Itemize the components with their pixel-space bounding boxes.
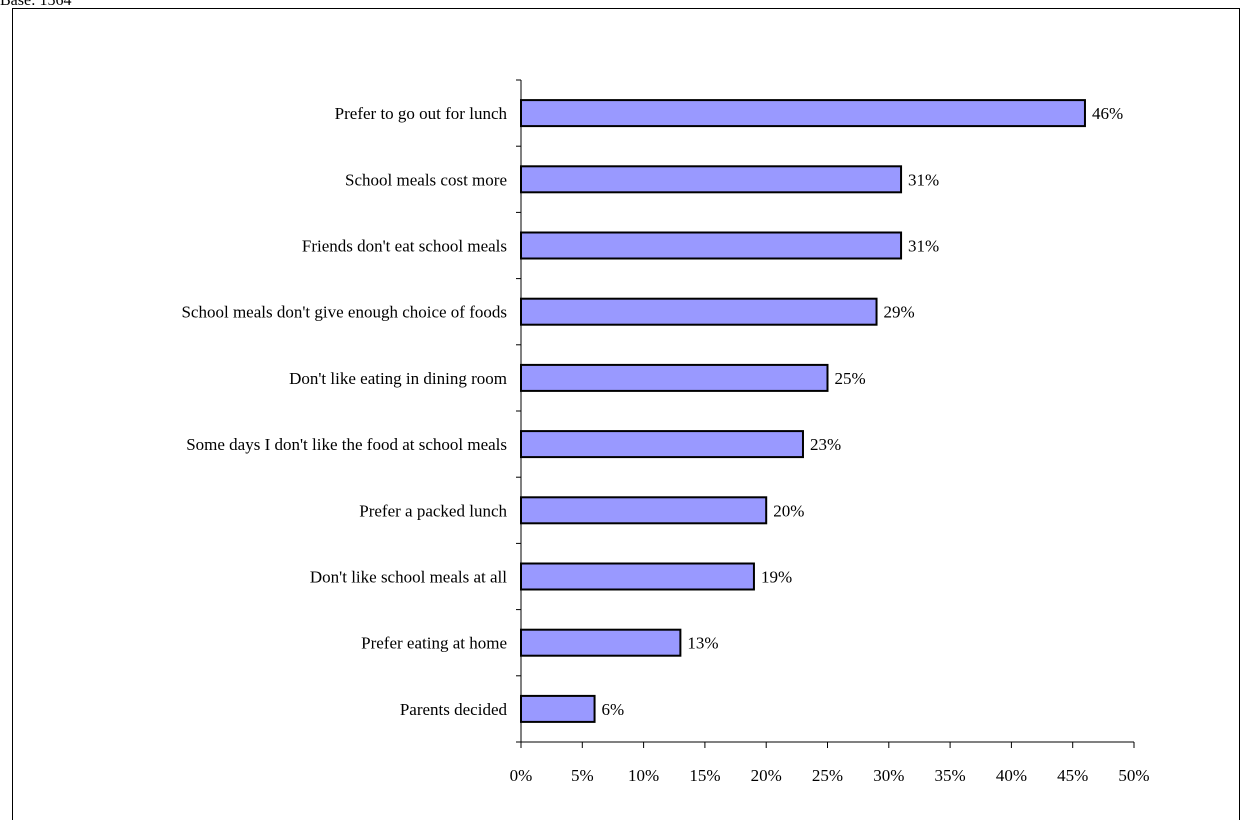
- x-tick-label: 0%: [510, 766, 533, 785]
- category-label: School meals don't give enough choice of…: [181, 303, 507, 322]
- category-label: Parents decided: [400, 700, 508, 719]
- x-tick-label: 50%: [1118, 766, 1149, 785]
- data-label: 25%: [835, 369, 866, 388]
- bar: [520, 496, 768, 525]
- x-tick-label: 45%: [1057, 766, 1088, 785]
- category-label: Friends don't eat school meals: [302, 237, 507, 256]
- data-label: 29%: [884, 303, 915, 322]
- data-label: 23%: [810, 435, 841, 454]
- x-tick-label: 10%: [628, 766, 659, 785]
- bar: [520, 165, 903, 194]
- x-tick-label: 25%: [812, 766, 843, 785]
- x-tick-label: 15%: [689, 766, 720, 785]
- category-label: School meals cost more: [345, 170, 507, 189]
- x-tick-label: 35%: [935, 766, 966, 785]
- chart-frame: [12, 8, 1240, 820]
- category-label: Prefer a packed lunch: [359, 501, 507, 520]
- bar: [520, 363, 829, 392]
- data-label: 20%: [773, 501, 804, 520]
- category-label: Prefer to go out for lunch: [335, 104, 508, 123]
- category-label: Don't like eating in dining room: [289, 369, 507, 388]
- bar: [520, 297, 878, 326]
- bar: [520, 430, 804, 459]
- category-label: Some days I don't like the food at schoo…: [186, 435, 507, 454]
- bar: [520, 562, 755, 591]
- data-label: 19%: [761, 568, 792, 587]
- x-tick-label: 5%: [571, 766, 594, 785]
- data-label: 46%: [1092, 104, 1123, 123]
- bar: [520, 628, 682, 657]
- base-note: Base: 1564: [0, 0, 72, 9]
- data-label: 31%: [908, 170, 939, 189]
- data-label: 31%: [908, 237, 939, 256]
- data-label: 13%: [687, 634, 718, 653]
- category-label: Don't like school meals at all: [310, 568, 507, 587]
- x-tick-label: 30%: [873, 766, 904, 785]
- bar: [520, 99, 1086, 128]
- x-tick-label: 20%: [751, 766, 782, 785]
- x-tick-label: 40%: [996, 766, 1027, 785]
- bar: [520, 694, 596, 723]
- bar: [520, 231, 903, 260]
- data-label: 6%: [602, 700, 625, 719]
- category-label: Prefer eating at home: [361, 634, 507, 653]
